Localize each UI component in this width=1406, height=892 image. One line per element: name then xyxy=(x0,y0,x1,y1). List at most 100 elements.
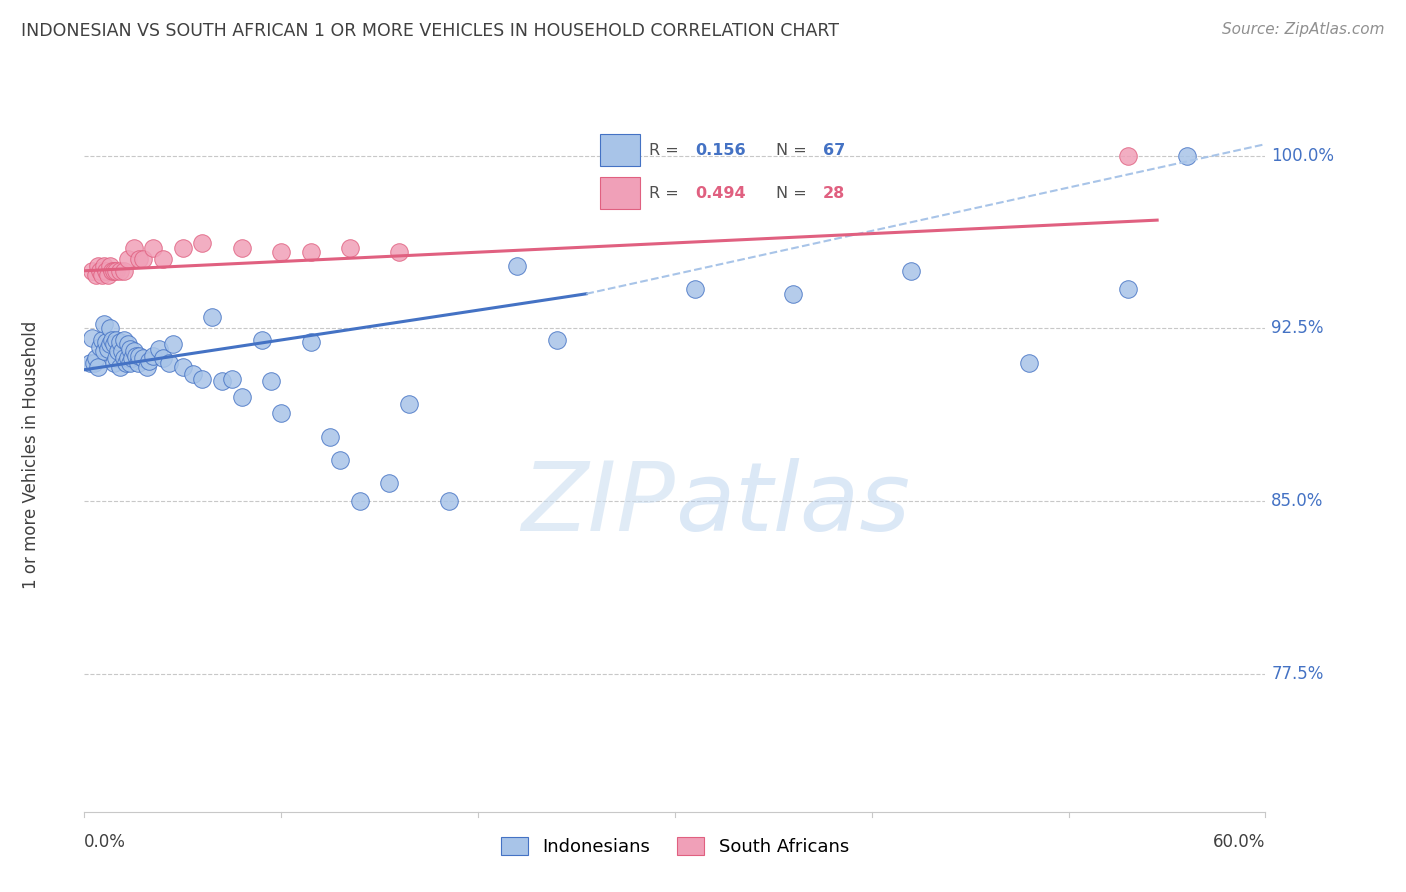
Point xyxy=(1116,149,1139,163)
Bar xyxy=(600,134,640,166)
Point xyxy=(319,429,342,443)
Text: R =: R = xyxy=(650,186,685,201)
Point xyxy=(97,268,120,283)
Point xyxy=(157,356,180,370)
Point xyxy=(388,245,411,260)
Text: ZIP: ZIP xyxy=(522,458,675,551)
Text: 0.0%: 0.0% xyxy=(84,833,127,851)
Point xyxy=(191,372,214,386)
Point xyxy=(98,337,121,351)
Text: 60.0%: 60.0% xyxy=(1213,833,1265,851)
Point xyxy=(91,333,114,347)
Text: N =: N = xyxy=(776,186,813,201)
Point xyxy=(111,344,134,359)
Point xyxy=(101,264,124,278)
Point xyxy=(91,268,114,283)
Point xyxy=(108,360,131,375)
Point xyxy=(117,252,139,267)
Point xyxy=(82,330,104,344)
Point xyxy=(201,310,224,324)
Point xyxy=(181,368,204,382)
Point xyxy=(172,241,194,255)
Point xyxy=(117,351,139,366)
Point xyxy=(378,475,401,490)
Point xyxy=(127,356,149,370)
Point xyxy=(1175,149,1198,163)
Point xyxy=(782,286,804,301)
Point xyxy=(221,372,243,386)
Point xyxy=(546,333,568,347)
Point xyxy=(132,351,155,366)
Point xyxy=(437,494,460,508)
Point xyxy=(299,335,322,350)
Point xyxy=(112,351,135,366)
Point xyxy=(84,268,107,283)
Point xyxy=(683,282,706,296)
Text: 77.5%: 77.5% xyxy=(1271,665,1323,682)
Point xyxy=(270,407,292,421)
Point xyxy=(108,264,131,278)
Point xyxy=(98,321,121,335)
Point xyxy=(84,351,107,366)
Legend: Indonesians, South Africans: Indonesians, South Africans xyxy=(494,830,856,863)
Text: 28: 28 xyxy=(823,186,845,201)
Point xyxy=(250,333,273,347)
Point xyxy=(122,241,145,255)
Point xyxy=(162,337,184,351)
Point xyxy=(132,252,155,267)
Point xyxy=(87,360,110,375)
Point xyxy=(101,333,124,347)
Point xyxy=(118,356,141,370)
Text: 85.0%: 85.0% xyxy=(1271,492,1323,510)
Point xyxy=(260,374,283,388)
Point xyxy=(152,252,174,267)
Point xyxy=(142,349,165,363)
Point xyxy=(138,353,160,368)
Text: R =: R = xyxy=(650,143,685,158)
Point xyxy=(104,351,127,366)
Point xyxy=(97,342,120,356)
Point xyxy=(398,397,420,411)
Point xyxy=(148,342,170,356)
Point xyxy=(87,259,110,273)
Point xyxy=(121,351,143,366)
Point xyxy=(122,344,145,359)
Point xyxy=(98,259,121,273)
Point xyxy=(1116,282,1139,296)
Point xyxy=(329,452,352,467)
Point xyxy=(107,344,129,359)
Point xyxy=(104,264,127,278)
Point xyxy=(82,264,104,278)
Point xyxy=(93,317,115,331)
Text: 1 or more Vehicles in Household: 1 or more Vehicles in Household xyxy=(22,321,41,589)
Point xyxy=(128,349,150,363)
Point xyxy=(299,245,322,260)
Point xyxy=(231,390,253,404)
Point xyxy=(89,264,111,278)
Point xyxy=(112,264,135,278)
Text: INDONESIAN VS SOUTH AFRICAN 1 OR MORE VEHICLES IN HOUSEHOLD CORRELATION CHART: INDONESIAN VS SOUTH AFRICAN 1 OR MORE VE… xyxy=(21,22,839,40)
Point xyxy=(117,337,139,351)
Point xyxy=(94,335,117,350)
Point xyxy=(103,356,125,370)
Text: 92.5%: 92.5% xyxy=(1271,319,1324,337)
Point xyxy=(103,337,125,351)
Point xyxy=(191,236,214,251)
Point xyxy=(93,344,115,359)
Point xyxy=(152,351,174,366)
Point xyxy=(114,356,136,370)
Point xyxy=(1018,356,1040,370)
Point xyxy=(93,259,115,273)
Point xyxy=(89,340,111,354)
Point xyxy=(112,333,135,347)
Point xyxy=(142,241,165,255)
Point xyxy=(103,264,125,278)
Point xyxy=(108,335,131,350)
Point xyxy=(94,264,117,278)
Text: N =: N = xyxy=(776,143,813,158)
Point xyxy=(506,259,529,273)
Point xyxy=(900,264,922,278)
Point xyxy=(79,356,101,370)
Point xyxy=(128,252,150,267)
Text: atlas: atlas xyxy=(675,458,910,551)
